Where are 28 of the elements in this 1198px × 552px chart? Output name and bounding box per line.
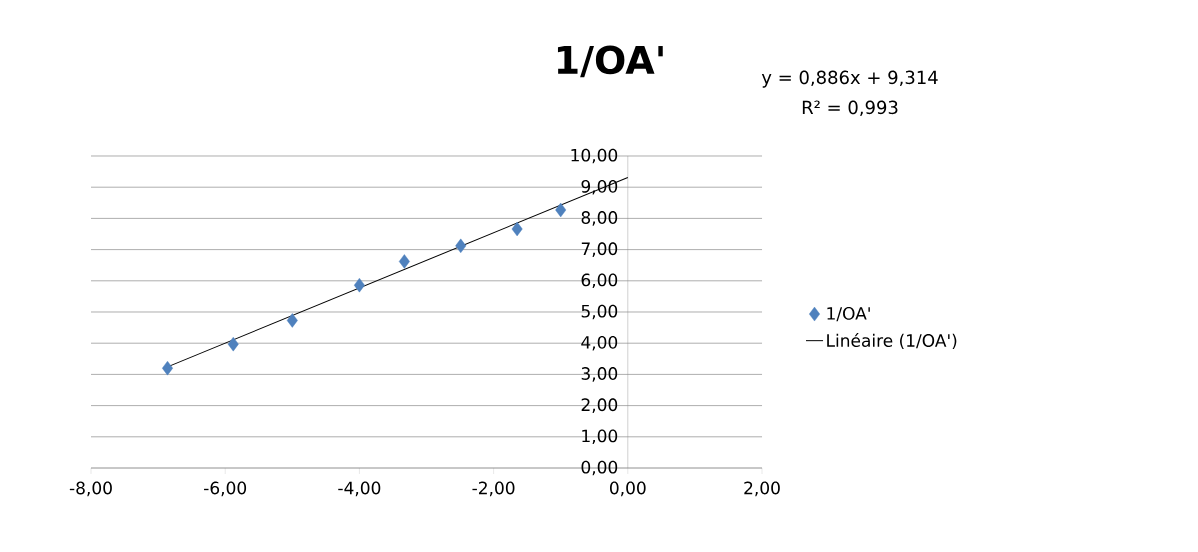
x-tick-label: -8,00 (69, 481, 112, 497)
x-tick-label: 2,00 (744, 481, 780, 497)
legend-label: 1/OA' (827, 306, 870, 322)
y-tick-label: 2,00 (581, 398, 618, 413)
y-tick-label: 0,00 (581, 460, 618, 476)
y-tick-label: 7,00 (581, 242, 618, 257)
legend-label: Linéaire (1/OA') (827, 333, 957, 349)
point (353, 277, 365, 293)
point (555, 202, 567, 218)
y-tick-label: 1,00 (582, 429, 618, 445)
y-tick-label: 3,00 (581, 367, 618, 382)
point (227, 336, 239, 352)
x-tick-label: -4,00 (338, 481, 381, 497)
text: y = 0,886x + 9,314 (761, 70, 938, 88)
y-tick-label: 8,00 (581, 211, 618, 226)
point (511, 221, 523, 237)
chart-title: 1/OA' (557, 45, 663, 78)
y-tick-label: 5,00 (581, 304, 618, 320)
y-tick-label: 10,00 (571, 148, 618, 164)
x-tick-label: 0,00 (610, 481, 646, 497)
point (398, 254, 410, 269)
point (455, 238, 467, 254)
y-tick-label: 6,00 (581, 273, 618, 289)
x-tick-label: -6,00 (204, 481, 247, 497)
point (286, 313, 298, 328)
x-tick-label: -2,00 (472, 481, 515, 497)
y-tick-label: 4,00 (581, 335, 618, 351)
text: R² = 0,993 (802, 100, 898, 116)
